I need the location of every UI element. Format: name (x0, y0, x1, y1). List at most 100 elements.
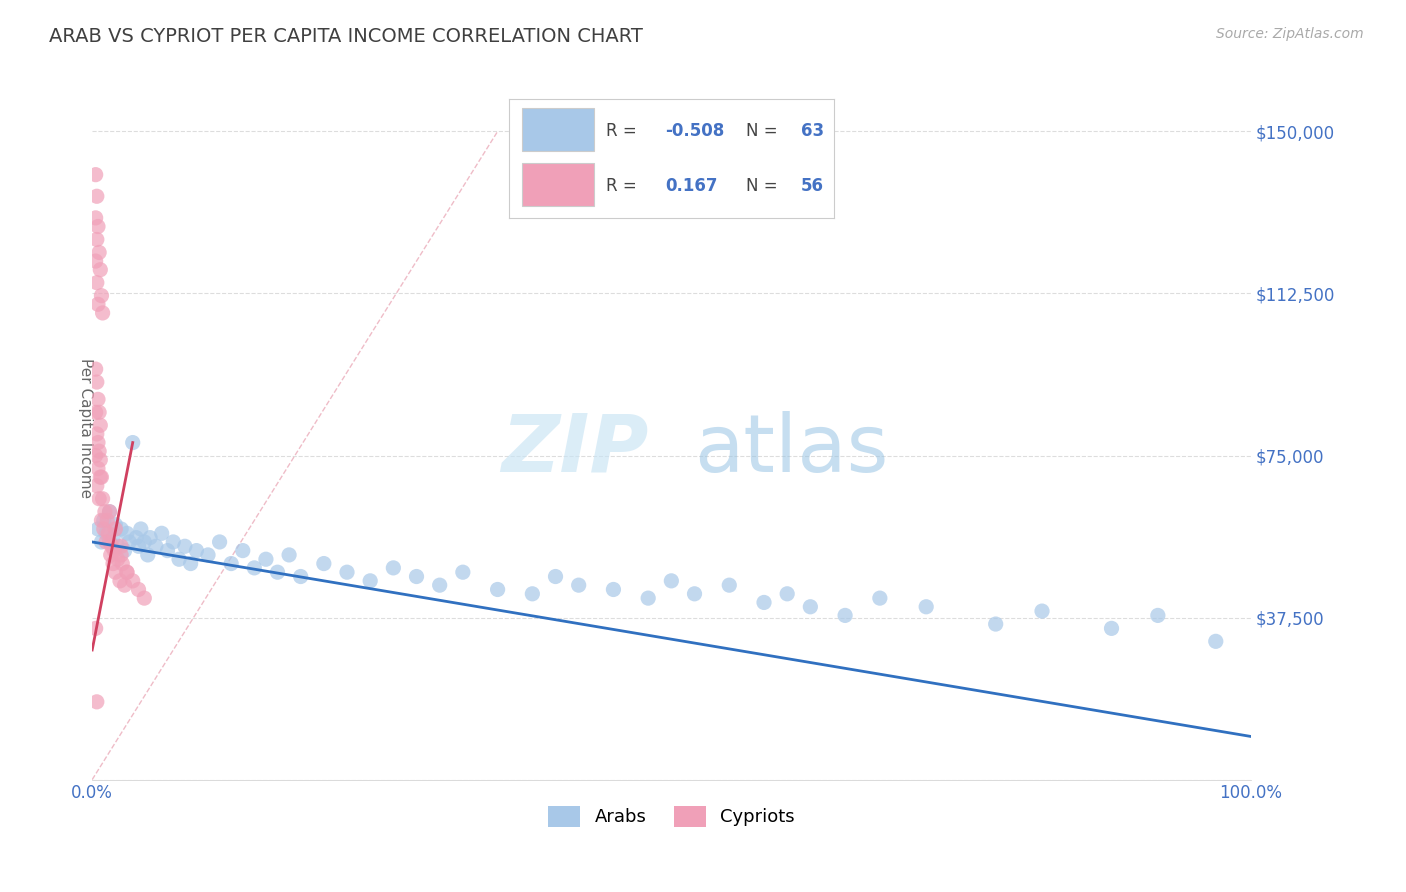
Point (232, 543, 254, 558)
Point (84, 621, 107, 635)
Point (89, 405, 111, 419)
Point (101, 557, 124, 571)
Point (134, 591, 156, 606)
Point (84, 405, 107, 419)
Point (84, 362, 107, 376)
Point (208, 535, 231, 549)
Point (486, 582, 509, 597)
Point (94, 526, 117, 541)
Point (637, 591, 659, 606)
Point (125, 531, 148, 545)
Point (84, 168, 107, 182)
Point (869, 591, 891, 606)
Point (108, 574, 131, 588)
Point (336, 565, 359, 579)
Point (180, 557, 202, 571)
Point (602, 582, 624, 597)
Point (90, 513, 112, 527)
Point (90, 288, 112, 302)
Point (405, 569, 427, 583)
Point (145, 539, 167, 553)
Point (266, 565, 288, 579)
Point (243, 561, 266, 575)
Point (86, 479, 108, 493)
Point (84, 449, 107, 463)
Point (86, 189, 108, 203)
Point (118, 535, 141, 549)
Point (98, 505, 121, 519)
Point (89, 418, 111, 433)
Point (87, 392, 110, 407)
Point (544, 569, 567, 583)
Point (91, 306, 114, 320)
Point (110, 539, 132, 553)
Point (312, 557, 335, 571)
Point (104, 565, 127, 579)
Point (94, 505, 117, 519)
Y-axis label: Per Capita Income: Per Capita Income (79, 359, 93, 499)
Point (87, 435, 110, 450)
Point (568, 578, 591, 592)
Point (1101, 621, 1123, 635)
Point (128, 539, 150, 553)
Point (104, 517, 127, 532)
Point (91, 491, 114, 506)
Point (87, 522, 110, 536)
Point (98, 535, 121, 549)
Point (136, 548, 159, 562)
Point (121, 574, 143, 588)
Point (89, 262, 111, 277)
Point (101, 531, 124, 545)
Point (110, 522, 132, 536)
Text: ARAB VS CYPRIOT PER CAPITA INCOME CORRELATION CHART: ARAB VS CYPRIOT PER CAPITA INCOME CORREL… (49, 27, 643, 45)
Point (173, 539, 195, 553)
Point (89, 444, 111, 458)
Point (278, 548, 301, 562)
Text: atlas: atlas (695, 410, 889, 489)
Point (89, 245, 111, 260)
Point (107, 552, 129, 566)
Point (87, 297, 110, 311)
Point (121, 435, 143, 450)
Point (254, 552, 277, 566)
Text: Source: ZipAtlas.com: Source: ZipAtlas.com (1216, 27, 1364, 41)
Point (89, 491, 111, 506)
Point (915, 599, 938, 614)
Point (89, 470, 111, 484)
Point (86, 276, 108, 290)
Point (659, 574, 682, 588)
Point (799, 599, 821, 614)
Legend: Arabs, Cypriots: Arabs, Cypriots (540, 798, 803, 834)
Point (98, 505, 121, 519)
Point (359, 574, 381, 588)
Point (90, 470, 112, 484)
Point (134, 535, 156, 549)
Point (522, 587, 544, 601)
Point (776, 587, 799, 601)
Point (84, 211, 107, 225)
Text: ZIP: ZIP (501, 410, 648, 489)
Point (139, 531, 162, 545)
Point (93, 522, 115, 536)
Point (451, 565, 474, 579)
Point (84, 254, 107, 268)
Point (94, 535, 117, 549)
Point (96, 513, 118, 527)
Point (219, 557, 242, 571)
Point (150, 526, 173, 541)
Point (156, 543, 179, 558)
Point (104, 522, 127, 536)
Point (86, 375, 108, 389)
Point (683, 587, 706, 601)
Point (86, 426, 108, 441)
Point (89, 453, 111, 467)
Point (100, 548, 122, 562)
Point (834, 608, 856, 623)
Point (197, 548, 219, 562)
Point (114, 543, 136, 558)
Point (1205, 634, 1227, 648)
Point (1147, 608, 1170, 623)
Point (429, 578, 451, 592)
Point (86, 232, 108, 246)
Point (87, 219, 110, 234)
